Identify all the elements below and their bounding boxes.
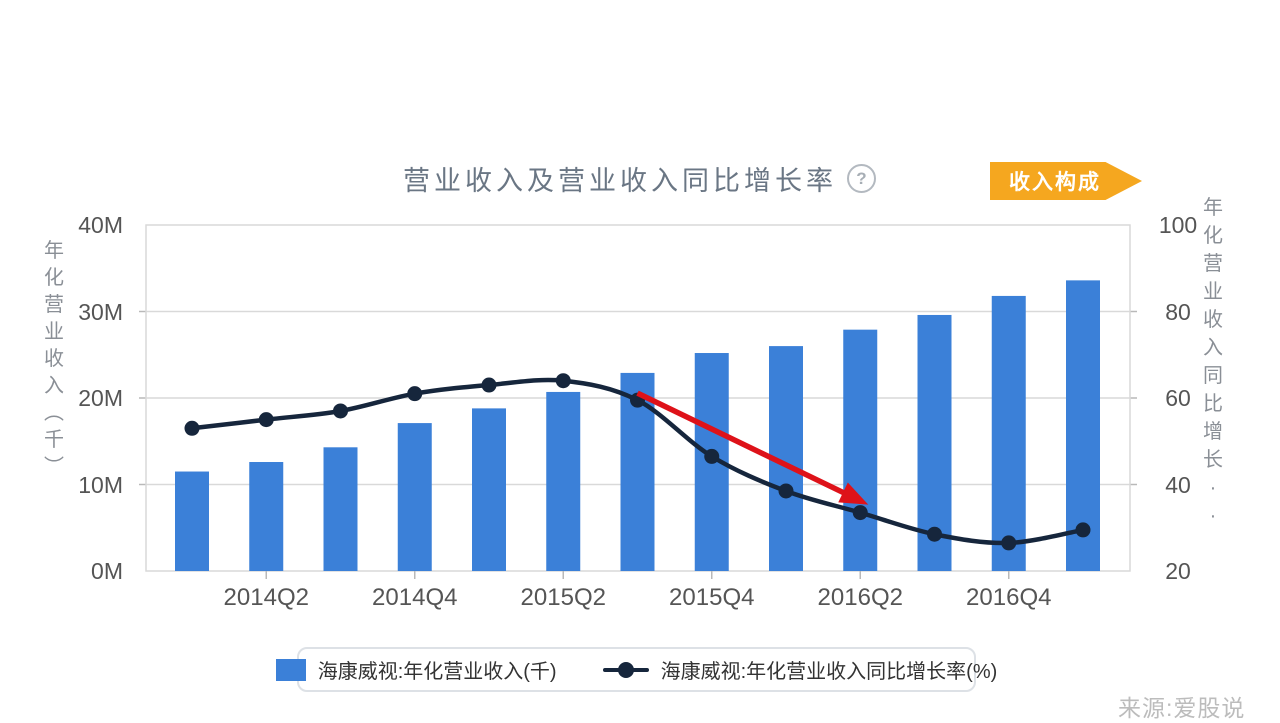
legend-label-revenue: 海康威视:年化营业收入(千) (317, 661, 557, 683)
x-axis-label-2016Q4: 2016Q4 (966, 584, 1052, 611)
bar-2016Q4[interactable] (991, 295, 1026, 571)
trend-arrow-head (838, 482, 869, 505)
x-axis-label-2015Q2: 2015Q2 (520, 584, 606, 611)
line-point-2015Q4[interactable] (704, 448, 720, 464)
bar-2016Q2[interactable] (843, 329, 878, 571)
page-title: 营业收入及营业收入同比增长率 (403, 166, 837, 196)
bar-2015Q1[interactable] (472, 408, 506, 571)
right-axis-title-char-5: 入 (1203, 337, 1223, 359)
left-axis-title-char-4: 收 (44, 348, 64, 370)
line-point-2015Q1[interactable] (481, 377, 497, 393)
x-axis-label-2014Q2: 2014Q2 (223, 584, 309, 611)
line-point-2014Q3[interactable] (333, 403, 348, 419)
left-axis-title-char-2: 营 (44, 294, 64, 316)
legend: 海康威视:年化营业收入(千) 海康威视:年化营业收入同比增长率(%) (275, 647, 997, 692)
line-point-2017Q1[interactable] (1075, 522, 1091, 538)
right-axis-title-char-4: 收 (1203, 309, 1223, 331)
right-axis-title: 年化营业收入同比增长 · · (1203, 198, 1223, 526)
right-axis-title-char-3: 业 (1203, 281, 1223, 303)
legend-item-growth[interactable]: 海康威视:年化营业收入同比增长率(%) (602, 655, 998, 684)
right-axis-tick-80: 80 (1165, 298, 1191, 325)
legend-item-revenue[interactable]: 海康威视:年化营业收入(千) (275, 655, 557, 684)
left-axis-title-char-6: ︵ (44, 402, 64, 424)
right-axis-tick-40: 40 (1165, 471, 1191, 498)
revenue-composition-banner[interactable]: 收入构成 (990, 162, 1142, 200)
bar-swatch-icon (275, 658, 306, 681)
right-axis-tick-20: 20 (1165, 558, 1191, 584)
left-axis-title-char-5: 入 (44, 375, 64, 397)
right-axis-title-char-11: · (1209, 505, 1217, 527)
line-dot-icon-dot (617, 661, 634, 678)
left-axis-tick-30M: 30M (78, 298, 123, 325)
line-point-2014Q1[interactable] (184, 420, 200, 436)
x-axis-label-2016Q2: 2016Q2 (817, 584, 903, 611)
trend-arrow-shaft (636, 390, 848, 497)
left-axis-tick-10M: 10M (78, 471, 123, 498)
banner-label: 收入构成 (1009, 171, 1101, 194)
line-point-2016Q1[interactable] (778, 483, 794, 499)
left-axis-tick-20M: 20M (78, 385, 123, 411)
bar-2014Q3[interactable] (323, 447, 358, 571)
line-point-2016Q2[interactable] (852, 505, 868, 521)
left-axis-title-char-3: 业 (44, 321, 64, 343)
right-axis-title-char-8: 增 (1203, 421, 1223, 443)
right-axis-title-char-7: 比 (1203, 393, 1223, 415)
left-axis-tick-0M: 0M (91, 558, 123, 584)
left-axis-title: 年化营业收入 ︵ 千 ︶ (44, 241, 64, 477)
right-axis-title-char-9: 长 (1203, 449, 1223, 471)
source-watermark: 来源:爱股说 (1118, 695, 1246, 721)
line-point-2014Q4[interactable] (407, 386, 423, 402)
left-axis-title-char-8: ︶ (44, 456, 64, 478)
legend-label-growth: 海康威视:年化营业收入同比增长率(%) (660, 661, 998, 683)
right-axis-title-char-10: · (1209, 477, 1217, 499)
left-axis-tick-40M: 40M (78, 212, 123, 238)
left-axis-title-char-1: 化 (44, 267, 64, 289)
x-axis-label-2014Q4: 2014Q4 (372, 584, 458, 611)
right-axis-title-char-2: 营 (1203, 253, 1223, 275)
bar-2015Q2[interactable] (546, 391, 581, 571)
right-axis-title-char-0: 年 (1203, 197, 1223, 219)
left-axis-title-char-7: 千 (44, 429, 64, 451)
right-axis-title-char-1: 化 (1203, 225, 1223, 247)
right-axis-title-char-6: 同 (1203, 365, 1223, 387)
right-axis-tick-60: 60 (1165, 385, 1191, 411)
line-point-2015Q2[interactable] (555, 373, 571, 389)
line-point-2014Q2[interactable] (258, 412, 274, 428)
x-axis-label-2015Q4: 2015Q4 (669, 584, 755, 611)
help-icon[interactable]: ? (847, 164, 876, 193)
title-row: 营业收入及营业收入同比增长率 ? (403, 159, 876, 198)
bar-2014Q1[interactable] (175, 471, 209, 571)
line-point-2016Q4[interactable] (1001, 535, 1017, 551)
bar-2014Q2[interactable] (249, 462, 284, 571)
right-axis-tick-100: 100 (1158, 212, 1198, 238)
bar-2014Q4[interactable] (397, 423, 432, 571)
line-dot-icon (602, 660, 649, 680)
left-axis-title-char-0: 年 (44, 240, 64, 262)
line-point-2016Q3[interactable] (927, 526, 942, 542)
